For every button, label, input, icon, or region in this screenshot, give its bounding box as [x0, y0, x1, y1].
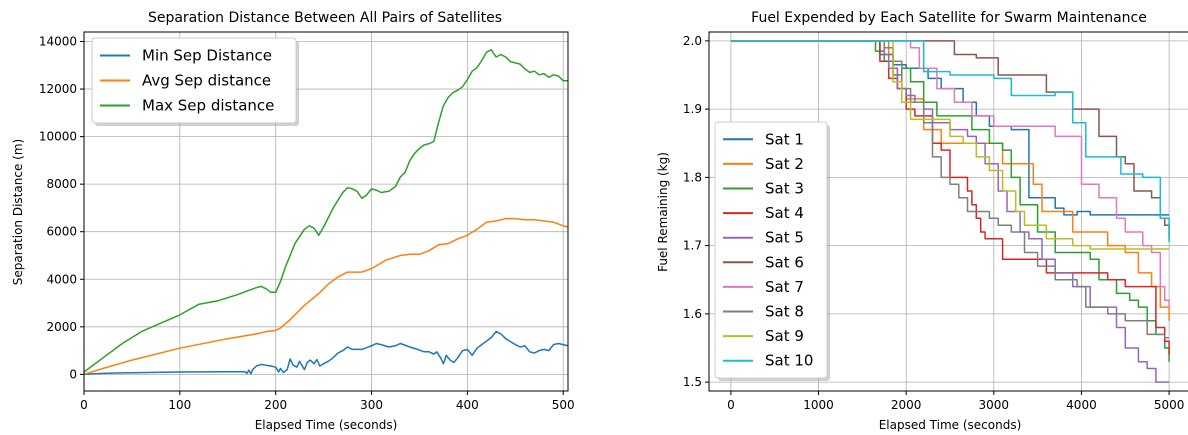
y-tick-label: 12000 — [39, 82, 77, 96]
legend-label: Sat 2 — [765, 155, 804, 173]
right-y-axis-label: Fuel Remaining (kg) — [656, 152, 670, 272]
y-tick-label: 0 — [69, 367, 77, 381]
left-legend: Min Sep Distance Avg Sep distance Max Sep … — [91, 37, 299, 126]
legend-label: Max Sep distance — [142, 97, 274, 115]
series-line-7 — [730, 40, 1170, 308]
x-tick-label: 5000 — [1154, 398, 1185, 412]
legend-label: Sat 8 — [765, 303, 804, 321]
left-chart-title: Separation Distance Between All Pairs of… — [148, 10, 502, 26]
x-tick-label: 300 — [360, 398, 383, 412]
separation-distance-chart: Separation Distance Between All Pairs of… — [11, 10, 575, 432]
right-x-axis-label: Elapsed Time (seconds) — [879, 418, 1022, 432]
y-tick-label: 1.7 — [683, 239, 702, 253]
y-tick-label: 1.8 — [683, 170, 702, 184]
y-tick-label: 6000 — [46, 225, 77, 239]
y-tick-label: 2.0 — [683, 34, 702, 48]
legend-label: Sat 4 — [765, 204, 804, 222]
x-tick-label: 3000 — [979, 398, 1010, 412]
x-tick-label: 100 — [168, 398, 191, 412]
right-tick-labels: 0 1000 2000 3000 4000 5000 1.5 1.6 1.7 1.8 1.9 2.0 — [683, 34, 1184, 412]
series-line-2 — [83, 217, 569, 376]
x-tick-label: 1000 — [803, 398, 834, 412]
left-plot-frame — [83, 31, 569, 392]
left-y-axis-label: Separation Distance (m) — [11, 139, 25, 285]
x-tick-label: 200 — [264, 398, 287, 412]
series-line-1 — [83, 330, 569, 376]
y-tick-label: 10000 — [39, 130, 77, 144]
series-line-9 — [730, 40, 1170, 250]
x-tick-label: 0 — [80, 398, 88, 412]
legend-label: Sat 3 — [765, 180, 804, 198]
y-tick-label: 2000 — [46, 320, 77, 334]
legend-label: Sat 6 — [765, 253, 804, 271]
y-tick-label: 1.6 — [683, 307, 702, 321]
left-series-lines — [83, 49, 569, 376]
y-tick-label: 14000 — [39, 35, 77, 49]
series-line-1 — [730, 40, 1170, 216]
legend-label: Avg Sep distance — [142, 72, 271, 90]
y-tick-label: 1.9 — [683, 102, 702, 116]
series-line-6 — [730, 40, 1170, 239]
legend-label: Min Sep Distance — [142, 47, 272, 65]
y-tick-label: 1.5 — [683, 375, 702, 389]
x-tick-label: 2000 — [891, 398, 922, 412]
left-x-axis-label: Elapsed Time (seconds) — [255, 418, 398, 432]
y-tick-label: 8000 — [46, 177, 77, 191]
right-legend: Sat 1 Sat 2 Sat 3 Sat 4 Sat 5 Sat 6 Sat 7 Sat 8… — [714, 121, 830, 381]
fuel-remaining-chart: Fuel Expended by Each Satellite for Swar… — [656, 10, 1188, 432]
legend-label: Sat 7 — [765, 278, 804, 296]
series-line-8 — [730, 40, 1170, 339]
right-chart-title: Fuel Expended by Each Satellite for Swar… — [751, 10, 1147, 26]
y-tick-label: 4000 — [46, 272, 77, 286]
x-tick-label: 4000 — [1066, 398, 1097, 412]
legend-label: Sat 9 — [765, 327, 804, 345]
legend-label: Sat 1 — [765, 130, 804, 148]
legend-box — [91, 37, 297, 124]
legend-label: Sat 10 — [765, 352, 813, 370]
x-tick-label: 0 — [727, 398, 735, 412]
right-plot-frame — [708, 31, 1188, 392]
x-tick-label: 400 — [456, 398, 479, 412]
series-line-3 — [83, 49, 568, 373]
series-line-10 — [730, 40, 1170, 243]
left-grid — [83, 32, 568, 391]
legend-box — [714, 121, 828, 379]
x-tick-label: 500 — [552, 398, 575, 412]
right-series-lines — [730, 40, 1170, 383]
legend-label: Sat 5 — [765, 229, 804, 247]
left-tick-labels: 0 100 200 300 400 500 0 2000 4000 6000 8000 10000 12… — [39, 35, 575, 412]
